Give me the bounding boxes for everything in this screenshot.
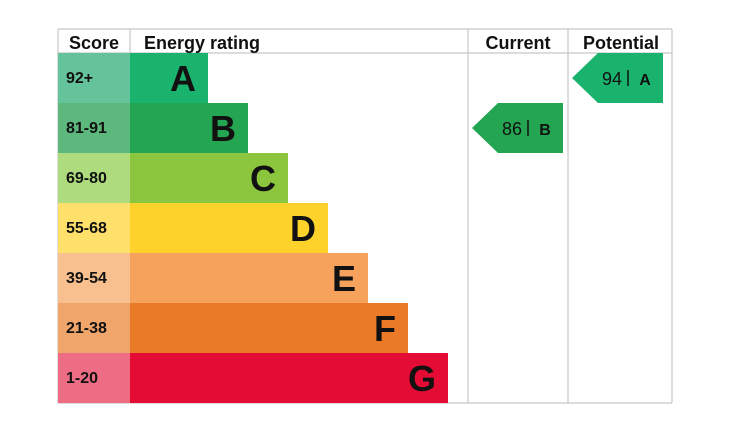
potential-rating-arrow: 94 A	[572, 53, 663, 103]
potential-rating-arrow-value: 94	[602, 69, 622, 89]
band-score-cell	[58, 203, 130, 253]
header-score: Score	[69, 33, 119, 53]
current-rating-arrow-value: 86	[502, 119, 522, 139]
band-bar	[130, 203, 328, 253]
band-score-label: 21-38	[66, 320, 107, 337]
band-score-label: 69-80	[66, 170, 107, 187]
band-score-cell	[58, 153, 130, 203]
current-rating-arrow-shape	[472, 103, 563, 153]
band-a: 92+ A	[58, 53, 208, 103]
band-score-label: 81-91	[66, 120, 107, 137]
band-b: 81-91 B	[58, 103, 248, 153]
rating-arrows: 86 B 94 A	[472, 53, 663, 153]
band-score-label: 39-54	[66, 270, 107, 287]
band-bar	[130, 303, 408, 353]
band-bar	[130, 53, 208, 103]
band-letter: C	[250, 158, 276, 199]
header-energy-rating: Energy rating	[144, 33, 260, 53]
header-current: Current	[485, 33, 550, 53]
potential-rating-arrow-letter: A	[639, 72, 651, 89]
band-score-label: 92+	[66, 70, 93, 87]
band-letter: A	[170, 58, 196, 99]
band-letter: B	[210, 108, 236, 149]
band-c: 69-80 C	[58, 153, 288, 203]
band-score-cell	[58, 353, 130, 403]
band-letter: D	[290, 208, 316, 249]
band-letter: F	[374, 308, 396, 349]
band-score-cell	[58, 53, 130, 103]
header-potential: Potential	[583, 33, 659, 53]
band-bar	[130, 253, 368, 303]
column-headers: Score Energy rating Current Potential	[69, 33, 659, 53]
band-score-cell	[58, 303, 130, 353]
band-score-cell	[58, 253, 130, 303]
band-g: 1-20 G	[58, 353, 448, 403]
band-bar	[130, 103, 248, 153]
band-f: 21-38 F	[58, 303, 408, 353]
current-rating-arrow: 86 B	[472, 103, 563, 153]
band-score-label: 1-20	[66, 370, 98, 387]
current-rating-arrow-letter: B	[539, 122, 551, 139]
band-bar	[130, 353, 448, 403]
potential-rating-arrow-shape	[572, 53, 663, 103]
band-d: 55-68 D	[58, 203, 328, 253]
band-letter: E	[332, 258, 356, 299]
band-e: 39-54 E	[58, 253, 368, 303]
band-letter: G	[408, 358, 436, 399]
band-score-cell	[58, 103, 130, 153]
rating-bands: 92+ A 81-91 B 69-80 C 55-68 D 39-54 E 21-38 F 1-20 G	[58, 53, 448, 403]
band-bar	[130, 153, 288, 203]
band-score-label: 55-68	[66, 220, 107, 237]
